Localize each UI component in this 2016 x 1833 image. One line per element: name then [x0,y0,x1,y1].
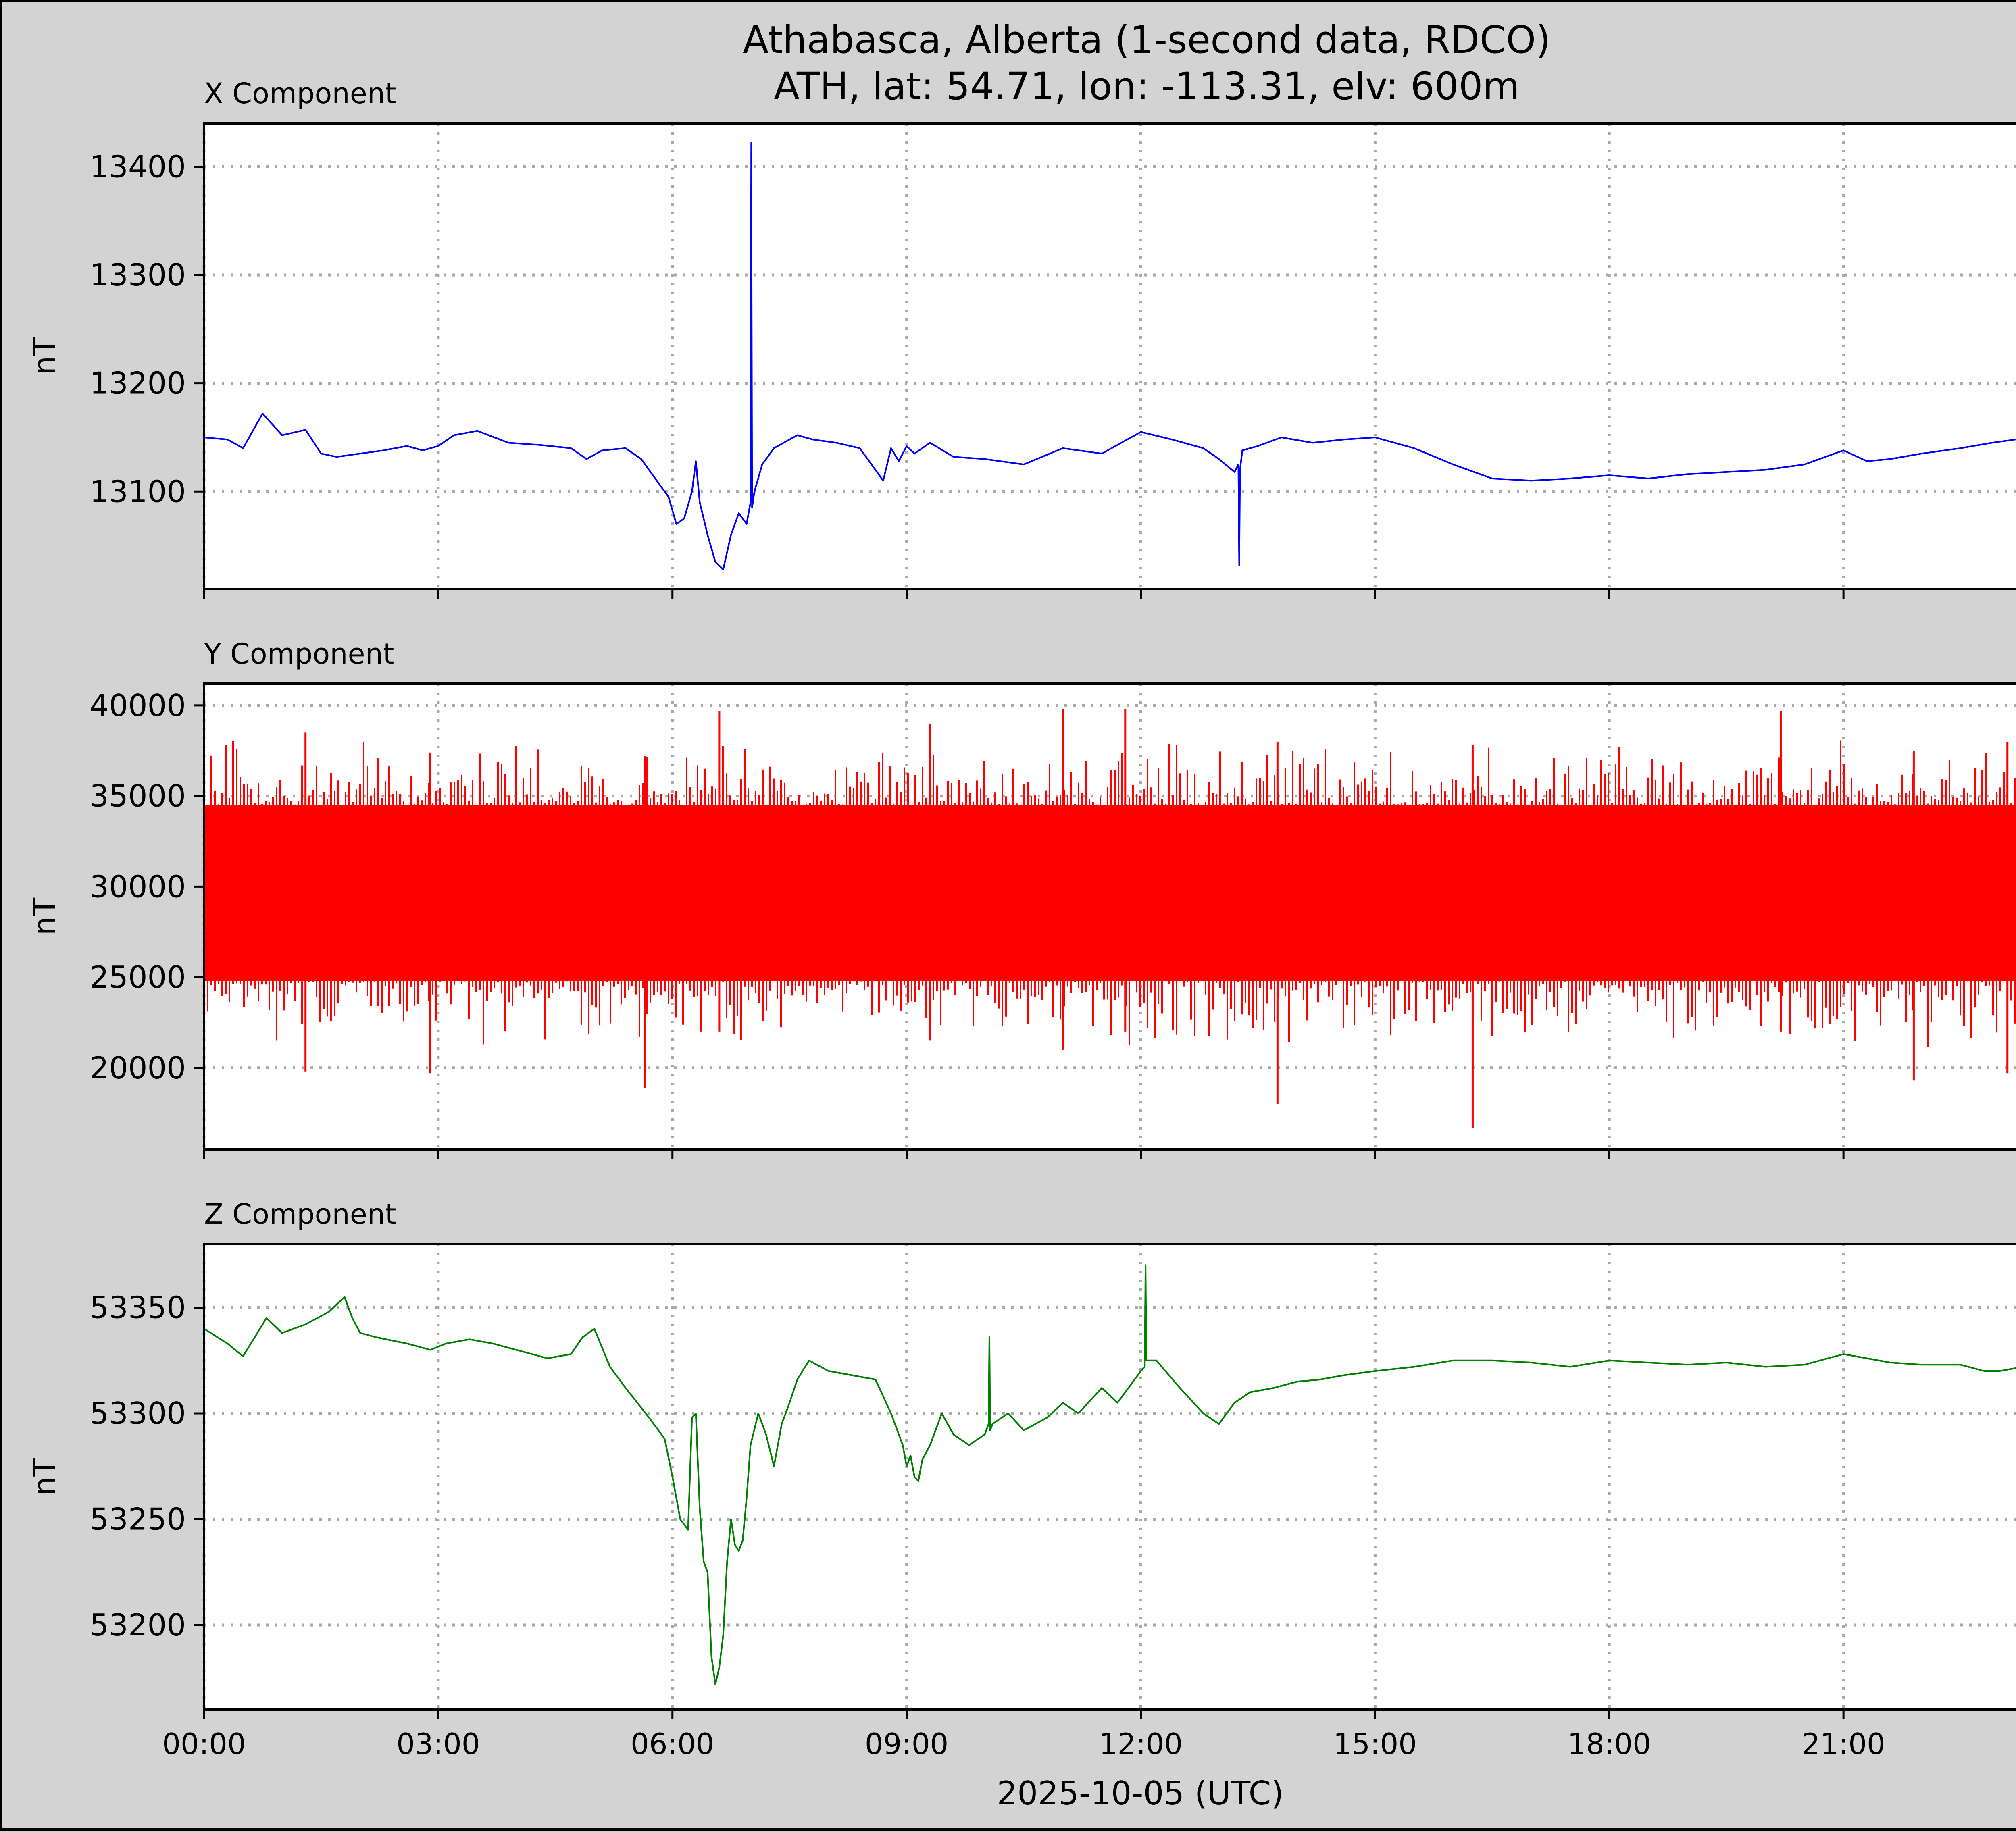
y-tick-label: 13400 [90,149,186,184]
noise-trace [203,709,2016,1128]
panel-title: X Component [204,77,396,110]
data-line [204,142,2016,570]
y-tick-label: 53200 [90,1607,186,1643]
panel-title: Z Component [204,1198,396,1231]
y-tick-label: 25000 [90,959,186,995]
y-tick-label: 53250 [90,1502,186,1537]
y-tick-label: 35000 [90,778,186,814]
y-tick-label: 40000 [90,688,186,723]
y-tick-label: 13100 [90,474,186,509]
y-tick-label: 53350 [90,1290,186,1325]
y-axis-label: nT [27,337,62,375]
x-tick-label: 21:00 [1801,1727,1885,1761]
y-tick-label: 53300 [90,1396,186,1431]
y-tick-label: 13300 [90,257,186,293]
y-tick-label: 13200 [90,366,186,401]
panel-x-component: 13100 13200 13300 13400 nT X Component [27,77,2016,599]
x-tick-label: 03:00 [396,1727,480,1761]
figure-title-line1: Athabasca, Alberta (1-second data, RDCO) [743,18,1551,62]
panel-title: Y Component [204,637,394,670]
figure-title-line2: ATH, lat: 54.71, lon: -113.31, elv: 600m [774,64,1520,108]
data-line [203,1264,2016,1685]
plot-area [204,123,2016,589]
x-tick-label: 12:00 [1099,1727,1183,1761]
y-axis-label: nT [27,897,62,936]
plot-area [204,1244,2016,1710]
panel-y-component: 20000 25000 30000 35000 40000 nT Y Component [27,637,2016,1159]
x-axis-label: 2025-10-05 (UTC) [997,1775,1283,1812]
y-tick-label: 20000 [90,1050,186,1086]
panel-z-component: 00:00 03:00 06:00 09:00 12:00 15:00 18:00 21:00… [27,1198,2016,1761]
x-tick-label: 00:00 [162,1727,246,1761]
x-tick-label: 09:00 [865,1727,949,1761]
y-tick-label: 30000 [90,869,186,904]
x-tick-label: 18:00 [1568,1727,1652,1761]
x-tick-label: 06:00 [631,1727,714,1761]
x-tick-label: 15:00 [1333,1727,1417,1761]
y-axis-label: nT [27,1458,62,1496]
